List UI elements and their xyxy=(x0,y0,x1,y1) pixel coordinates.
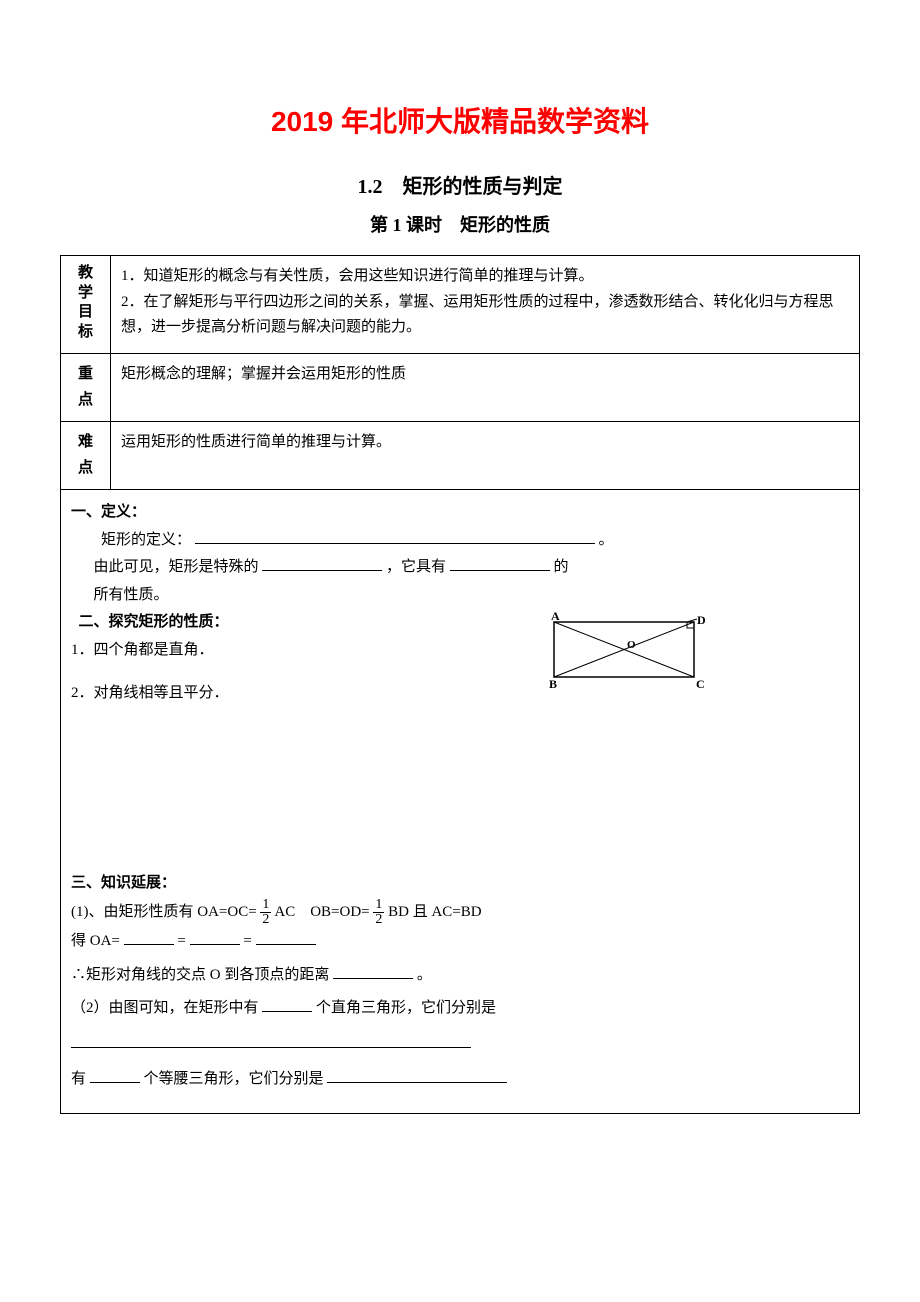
definition-line: 由此可见，矩形是特殊的 ，它具有 的 xyxy=(71,555,849,581)
text-fragment: （2）由图可知，在矩形中有 xyxy=(71,1000,259,1016)
blank-fill xyxy=(333,964,413,979)
key-header-cell: 重点 xyxy=(61,354,111,422)
fraction-denominator: 2 xyxy=(260,913,271,927)
text-fragment: 矩形的定义： xyxy=(101,532,191,548)
goals-header-cell: 教学目标 xyxy=(61,256,111,354)
text-fragment: BD 且 AC=BD xyxy=(388,904,481,920)
label-a: A xyxy=(551,610,560,623)
blank-answer-line xyxy=(71,1032,849,1058)
definition-line: 矩形的定义： 。 xyxy=(71,528,849,554)
blank-fill xyxy=(90,1068,140,1083)
main-title: 2019 年北师大版精品数学资料 xyxy=(60,100,860,140)
text-fragment: (1)、由矩形性质有 OA=OC= xyxy=(71,904,257,920)
label-b: B xyxy=(549,677,557,690)
goals-header: 教学目标 xyxy=(78,264,93,342)
section-2-heading: 二、探究矩形的性质： xyxy=(71,610,849,636)
goal-item: 1．知道矩形的概念与有关性质，会用这些知识进行简单的推理与计算。 xyxy=(121,264,849,290)
extension-line: 得 OA= = = xyxy=(71,929,849,955)
text-fragment: 由此可见，矩形是特殊的 xyxy=(94,559,259,575)
fraction-numerator: 1 xyxy=(373,898,384,913)
blank-fill xyxy=(195,529,595,544)
difficulty-header-cell: 难点 xyxy=(61,422,111,490)
goal-item: 2．在了解矩形与平行四边形之间的关系，掌握、运用矩形性质的过程中，渗透数形结合、… xyxy=(121,290,849,341)
blank-fill xyxy=(450,556,550,571)
extension-item: (1)、由矩形性质有 OA=OC= 1 2 AC OB=OD= 1 2 BD 且… xyxy=(71,898,849,927)
fraction-denominator: 2 xyxy=(373,913,384,927)
text-fragment: = xyxy=(243,933,255,949)
goals-cell: 1．知道矩形的概念与有关性质，会用这些知识进行简单的推理与计算。 2．在了解矩形… xyxy=(111,256,860,354)
diagram-svg: A D B C O xyxy=(539,610,709,690)
rectangle-diagram: A D B C O xyxy=(539,610,709,700)
definition-line: 所有性质。 xyxy=(71,583,849,609)
section-title: 1.2 矩形的性质与判定 xyxy=(60,170,860,199)
blank-fill xyxy=(71,1033,471,1048)
table-row: 难点 运用矩形的性质进行简单的推理与计算。 xyxy=(61,422,860,490)
fraction: 1 2 xyxy=(373,898,384,927)
text-fragment: AC OB=OD= xyxy=(274,904,369,920)
fraction-numerator: 1 xyxy=(260,898,271,913)
blank-fill xyxy=(327,1068,507,1083)
table-row: 重点 矩形概念的理解；掌握并会运用矩形的性质 xyxy=(61,354,860,422)
content-cell: 一、定义： 矩形的定义： 。 由此可见，矩形是特殊的 ，它具有 的 所有性质。 xyxy=(61,490,860,1114)
label-d: D xyxy=(697,613,706,627)
table-row: 教学目标 1．知道矩形的概念与有关性质，会用这些知识进行简单的推理与计算。 2．… xyxy=(61,256,860,354)
text-fragment: ，它具有 xyxy=(386,559,446,575)
text-fragment: 得 OA= xyxy=(71,933,120,949)
table-row: 一、定义： 矩形的定义： 。 由此可见，矩形是特殊的 ，它具有 的 所有性质。 xyxy=(61,490,860,1114)
blank-fill xyxy=(190,930,240,945)
lesson-table: 教学目标 1．知道矩形的概念与有关性质，会用这些知识进行简单的推理与计算。 2．… xyxy=(60,255,860,1114)
text-fragment: 个等腰三角形，它们分别是 xyxy=(144,1071,324,1087)
text-fragment: 的 xyxy=(554,559,569,575)
property-item: 2．对角线相等且平分． xyxy=(71,681,849,707)
text-fragment: ∴矩形对角线的交点 O 到各顶点的距离 xyxy=(71,967,329,983)
section-3-heading: 三、知识延展： xyxy=(71,871,849,897)
spacer xyxy=(71,709,849,869)
extension-item: （2）由图可知，在矩形中有 个直角三角形，它们分别是 xyxy=(71,996,849,1022)
property-item: 1．四个角都是直角． xyxy=(71,638,849,664)
blank-fill xyxy=(262,556,382,571)
lesson-title: 第 1 课时 矩形的性质 xyxy=(60,211,860,237)
extension-line: ∴矩形对角线的交点 O 到各顶点的距离 。 xyxy=(71,963,849,989)
extension-line: 有 个等腰三角形，它们分别是 xyxy=(71,1067,849,1093)
blank-fill xyxy=(262,997,312,1012)
section-1-heading: 一、定义： xyxy=(71,500,849,526)
text-fragment: 有 xyxy=(71,1071,86,1087)
fraction: 1 2 xyxy=(260,898,271,927)
label-c: C xyxy=(696,677,705,690)
text-fragment: = xyxy=(177,933,189,949)
blank-fill xyxy=(256,930,316,945)
text-fragment: 。 xyxy=(599,532,614,548)
difficulty-cell: 运用矩形的性质进行简单的推理与计算。 xyxy=(111,422,860,490)
arrow-corner xyxy=(687,619,697,628)
text-fragment: 。 xyxy=(417,967,432,983)
blank-fill xyxy=(124,930,174,945)
key-cell: 矩形概念的理解；掌握并会运用矩形的性质 xyxy=(111,354,860,422)
label-o: O xyxy=(627,639,636,651)
text-fragment: 个直角三角形，它们分别是 xyxy=(316,1000,496,1016)
